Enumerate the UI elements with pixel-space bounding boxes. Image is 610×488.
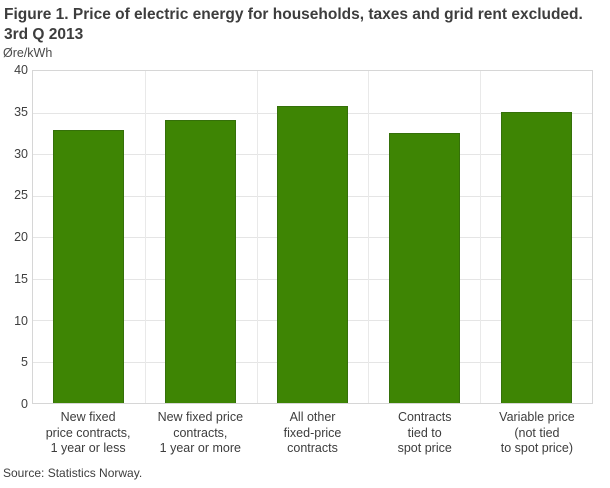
plot-area xyxy=(32,70,593,404)
x-category-label-line: 1 year or more xyxy=(159,441,241,455)
x-category-label-line: New fixed price xyxy=(157,410,244,424)
x-category-label-line: New fixed xyxy=(60,410,116,424)
bar-1 xyxy=(53,130,124,403)
bar-4 xyxy=(389,133,460,403)
x-category-label-4: Contracts tied to spot price xyxy=(369,410,481,457)
y-tick-label-10: 10 xyxy=(14,314,28,328)
y-tick-label-35: 35 xyxy=(14,105,28,119)
x-category-label-line: to spot price) xyxy=(500,441,574,455)
x-category-label-2: New fixed price contracts, 1 year or more xyxy=(144,410,256,457)
gridline-vertical xyxy=(257,71,258,403)
chart-title-line-1: Figure 1. Price of electric energy for h… xyxy=(4,6,583,23)
y-tick-label-40: 40 xyxy=(14,63,28,77)
bar-3 xyxy=(277,106,348,403)
x-category-label-line: (not tied xyxy=(514,425,560,440)
x-category-label-3: All other fixed-price contracts xyxy=(256,410,368,457)
gridline-vertical xyxy=(145,71,146,403)
x-category-label-line: tied to xyxy=(407,425,442,440)
x-category-label-line: Contracts xyxy=(397,410,452,424)
y-tick-label-25: 25 xyxy=(14,188,28,202)
y-tick-label-5: 5 xyxy=(21,355,28,369)
gridline-vertical xyxy=(480,71,481,403)
y-tick-label-15: 15 xyxy=(14,272,28,286)
x-category-label-line: 1 year or less xyxy=(50,441,126,455)
x-category-label-line: price contracts, xyxy=(45,425,131,440)
x-category-label-line: contracts xyxy=(287,441,338,455)
x-category-label-line: Variable price xyxy=(499,410,575,424)
bar-2 xyxy=(165,120,236,403)
chart-title-line-2: 3rd Q 2013 xyxy=(4,26,84,43)
x-category-label-1: New fixed price contracts, 1 year or less xyxy=(32,410,144,457)
x-category-label-5: Variable price (not tied to spot price) xyxy=(481,410,593,457)
source-note: Source: Statistics Norway. xyxy=(3,466,143,480)
gridline-vertical xyxy=(368,71,369,403)
x-category-label-line: contracts, xyxy=(173,425,228,440)
y-tick-label-30: 30 xyxy=(14,147,28,161)
y-tick-label-20: 20 xyxy=(14,230,28,244)
x-axis-labels: New fixed price contracts, 1 year or less N… xyxy=(32,410,593,457)
x-category-label-line: All other xyxy=(289,410,336,424)
bar-5 xyxy=(501,112,572,403)
y-axis-ticks: 0 5 10 15 20 25 30 35 40 xyxy=(0,63,28,411)
y-tick-label-0: 0 xyxy=(21,397,28,411)
x-category-label-line: spot price xyxy=(397,441,452,455)
y-axis-unit-label: Øre/kWh xyxy=(3,46,53,60)
chart-title: Figure 1. Price of electric energy for h… xyxy=(4,5,604,45)
x-category-label-line: fixed-price xyxy=(283,425,342,440)
